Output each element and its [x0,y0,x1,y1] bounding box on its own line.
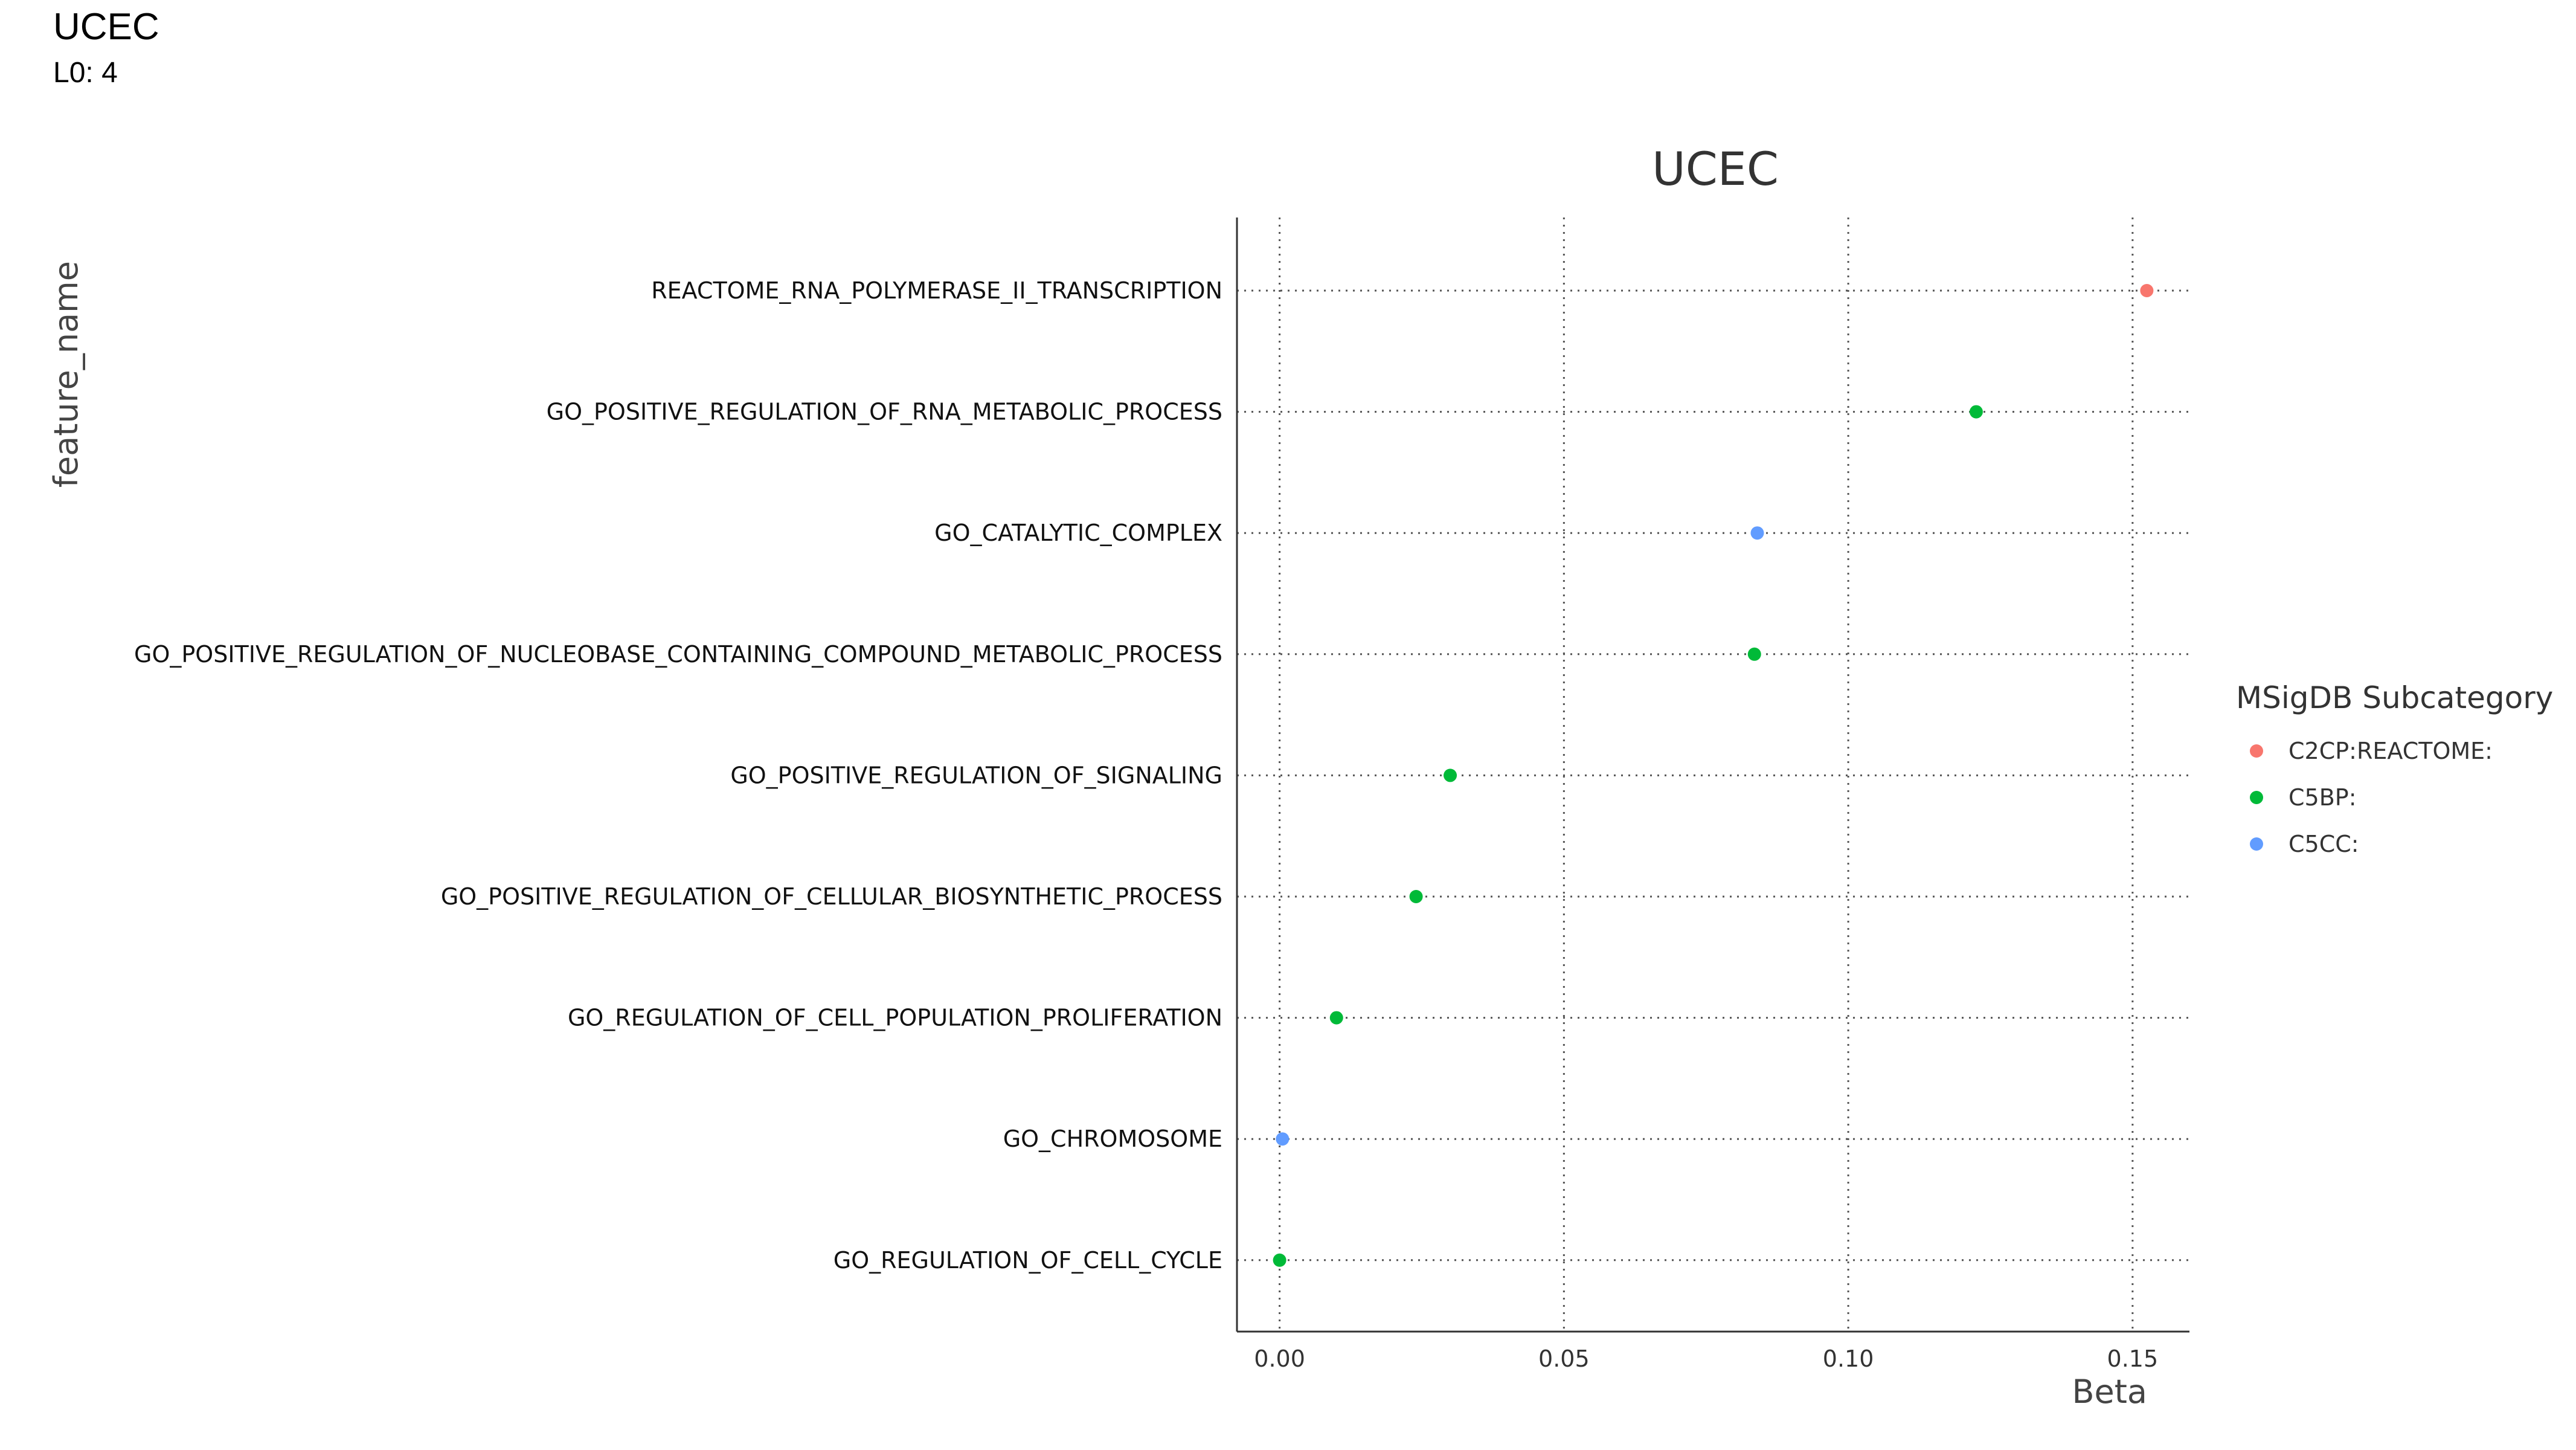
page-title: UCEC [53,6,159,48]
legend-key [2250,837,2263,851]
category-label: GO_CHROMOSOME [1003,1126,1222,1152]
category-label: GO_CATALYTIC_COMPLEX [934,520,1222,546]
legend-label: C2CP:REACTOME: [2289,738,2493,764]
category-label: GO_POSITIVE_REGULATION_OF_SIGNALING [730,762,1222,788]
y-axis-title: feature_name [47,261,85,488]
legend-key [2250,744,2263,758]
category-label: GO_POSITIVE_REGULATION_OF_NUCLEOBASE_CON… [134,641,1222,668]
data-point [1409,890,1423,903]
data-point [1747,647,1761,661]
x-tick-label: 0.15 [2107,1345,2159,1372]
data-point [1969,405,1983,419]
x-tick-label: 0.10 [1823,1345,1874,1372]
data-point [1750,526,1764,540]
data-point [1444,768,1457,782]
x-tick-label: 0.05 [1538,1345,1590,1372]
data-point [1329,1011,1343,1025]
legend-key [2250,791,2263,804]
legend-entries: C2CP:REACTOME: C5BP: C5CC: [2250,738,2493,857]
category-label: GO_REGULATION_OF_CELL_POPULATION_PROLIFE… [568,1005,1222,1031]
category-label: GO_REGULATION_OF_CELL_CYCLE [834,1247,1222,1274]
data-point [1273,1253,1286,1267]
x-tick-labels: 0.00 0.05 0.10 0.15 [1254,1345,2158,1372]
x-axis-title: Beta [2072,1373,2147,1411]
page-subtitle: L0: 4 [53,57,118,89]
category-label: GO_POSITIVE_REGULATION_OF_RNA_METABOLIC_… [547,399,1222,425]
category-label: REACTOME_RNA_POLYMERASE_II_TRANSCRIPTION [651,277,1222,304]
axes [1236,218,2189,1333]
data-point [1276,1132,1290,1146]
legend-label: C5CC: [2289,831,2359,857]
category-label: GO_POSITIVE_REGULATION_OF_CELLULAR_BIOSY… [441,883,1222,910]
legend-label: C5BP: [2289,784,2357,811]
data-point [2140,284,2154,297]
legend: MSigDB Subcategory C2CP:REACTOME: C5BP: C5… [2236,680,2553,857]
data-points [1273,284,2154,1267]
grid-lines [1237,218,2189,1332]
legend-title: MSigDB Subcategory [2236,680,2553,715]
chart-title: UCEC [1652,142,1779,196]
x-tick-label: 0.00 [1254,1345,1305,1372]
category-labels: REACTOME_RNA_POLYMERASE_II_TRANSCRIPTION… [134,277,1222,1274]
